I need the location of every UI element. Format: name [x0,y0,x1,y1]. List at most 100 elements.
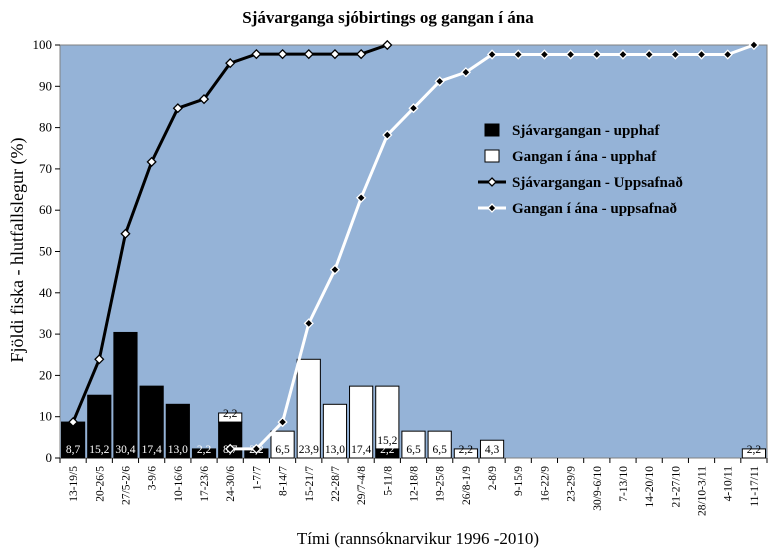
bar-label-gangan: 13,0 [325,444,345,456]
x-tick-label: 2-8/9 [487,466,499,491]
sjavarganga-uppsafnad-point [356,48,367,60]
gangan-uppsafnad-point [617,49,629,60]
x-tick-label: 19-25/8 [435,466,447,502]
x-tick-label: 15-21/7 [304,466,316,502]
sjavarganga-uppsafnad-point [382,39,393,51]
y-axis: 0 10 20 30 40 50 60 70 80 90 100 [33,37,60,465]
x-tick-label: 5-11/8 [382,466,394,496]
sjavarganga-uppsafnad-point [303,48,314,60]
x-tick-label: 8-14/7 [278,466,290,496]
bar-gangan [375,385,400,450]
plot-area [59,44,768,459]
x-axis-label: Tími (rannsóknarvikur 1996 -2010) [297,529,539,548]
x-tick-label: 9-15/9 [513,466,525,496]
bar-label-gangan: 2,2 [223,408,238,420]
gangan-uppsafnad-point [329,264,341,275]
gangan-uppsafnad-point [408,103,419,114]
bar-label-sjavarganga: 2,2 [197,444,212,456]
bar-label-gangan: 17,4 [351,444,371,456]
x-tick-label: 26/8-1/9 [461,466,473,505]
y-tick-label: 30 [39,326,52,341]
y-tick-label: 10 [39,409,52,424]
gangan-uppsafnad-point [460,67,471,78]
lines-group [67,39,760,455]
y-axis-label: Fjöldi fiska - hlutfallslegur (%) [7,138,28,363]
bar-gangan [218,412,243,423]
bar-sjavarganga [165,403,190,459]
x-tick-label: 12-18/8 [409,466,421,502]
gangan-uppsafnad-point [722,49,733,60]
gangan-uppsafnad-point [696,49,707,60]
sjavarganga-uppsafnad-point [225,58,236,69]
sjavarganga-uppsafnad-point [329,48,341,60]
legend: Sjávargangan - upphaf Gangan í ána - upph… [478,123,683,217]
bar-gangan [479,439,505,459]
y-tick-label: 40 [39,285,52,300]
gangan-uppsafnad-point [303,318,314,329]
bar-sjavarganga [113,331,138,459]
x-tick-label: 24-30/6 [225,466,237,502]
y-tick-label: 60 [39,202,52,217]
y-tick-label: 90 [39,78,52,93]
bar-label-sjavarganga: 2,2 [380,444,395,456]
y-tick-label: 80 [39,120,52,135]
x-tick-label: 1-7/7 [251,466,263,491]
legend-swatch-gangan [484,149,500,163]
x-tick-label: 3-9/6 [147,466,159,491]
gangan-uppsafnad-point [644,49,655,60]
x-tick-label: 29/7-4/8 [356,466,368,505]
gangan-uppsafnad-point [748,39,760,51]
y-tick-label: 70 [39,161,52,176]
x-tick-label: 28/10-3/11 [697,466,709,516]
legend-marker-gangan-uppsafnad [487,203,497,213]
bar-gangan [741,448,767,459]
bars-group [61,331,767,459]
bar-gangan [401,430,426,459]
gangan-uppsafnad-point [539,49,550,60]
x-tick-label: 14-20/10 [644,466,656,508]
chart-title: Sjávarganga sjóbirtings og gangan í ána [242,8,534,27]
gangan-uppsafnad-point [382,129,393,141]
bar-label-sjavarganga: 15,2 [89,444,109,456]
gangan-uppsafnad-point [513,49,524,60]
x-tick-label: 13-19/5 [68,466,80,502]
gangan-uppsafnad-point [251,443,262,455]
bar-sjavarganga [87,394,112,459]
y-tick-label: 0 [46,450,53,465]
gangan-uppsafnad-point [670,49,681,60]
gangan-uppsafnad-point [277,416,288,428]
legend-label: Gangan í ána - uppsafnað [512,201,677,217]
bar-gangan [453,448,478,459]
legend-swatch-sjavarganga [484,123,500,137]
y-tick-label: 20 [39,367,52,382]
bar-gangan [270,430,295,459]
bar-gangan [322,403,348,459]
bar-gangan [296,358,321,459]
bar-sjavarganga [139,385,164,459]
gangan-uppsafnad-point [356,192,367,203]
gangan-uppsafnad-point [225,443,236,455]
sjavarganga-uppsafnad-point [277,48,288,60]
x-tick-label: 16-22/9 [539,466,551,502]
sjavarganga-uppsafnad-point [251,48,262,60]
bar-label-gangan: 6,5 [275,444,290,456]
x-tick-label: 17-23/6 [199,466,211,502]
bar-sjavarganga [191,448,217,459]
x-tick-label: 7-13/10 [618,466,630,502]
sjavarganga-uppsafnad-point [172,103,183,114]
x-tick-label: 30/9-6/10 [592,466,604,511]
bar-gangan [427,430,452,459]
bar-label-gangan: 6,5 [406,444,421,456]
gangan-uppsafnad-point [434,76,445,87]
x-tick-label: 11-17/11 [749,466,761,507]
x-tick-label: 10-16/6 [173,466,185,502]
sjavarganga-uppsafnad-point [120,228,131,239]
y-tick-label: 50 [39,244,52,259]
y-tick-label: 100 [33,37,53,52]
bar-label-gangan: 15,2 [377,435,397,447]
bar-label-sjavarganga: 8,7 [66,444,81,456]
bar-labels-group: 8,715,230,417,413,02,28,72,22,26,523,913… [66,408,761,456]
bar-label-gangan: 2,2 [747,444,762,456]
sjavarganga-uppsafnad-point [198,93,210,105]
